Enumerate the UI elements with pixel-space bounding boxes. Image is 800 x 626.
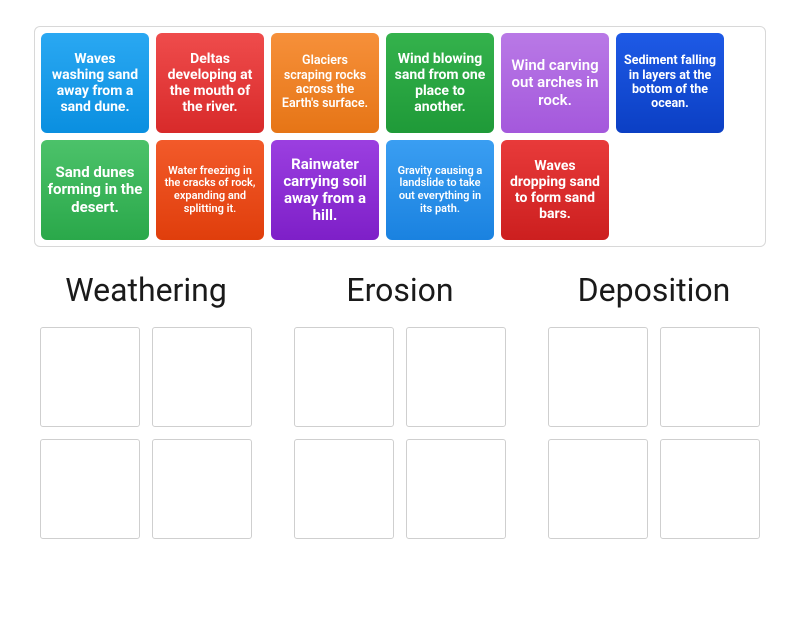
drop-slot[interactable] <box>406 439 506 539</box>
draggable-card[interactable]: Water freezing in the cracks of rock, ex… <box>156 140 264 240</box>
drop-slot[interactable] <box>152 327 252 427</box>
draggable-card[interactable]: Wind carving out arches in rock. <box>501 33 609 133</box>
slot-grid <box>294 327 506 539</box>
drop-slot[interactable] <box>294 439 394 539</box>
category-title: Deposition <box>578 271 731 309</box>
draggable-card[interactable]: Gravity causing a landslide to take out … <box>386 140 494 240</box>
drop-slot[interactable] <box>40 327 140 427</box>
draggable-card[interactable]: Sand dunes forming in the desert. <box>41 140 149 240</box>
draggable-card[interactable]: Waves washing sand away from a sand dune… <box>41 33 149 133</box>
category-title: Weathering <box>65 271 227 309</box>
draggable-card[interactable]: Deltas developing at the mouth of the ri… <box>156 33 264 133</box>
category-column: Deposition <box>542 271 766 539</box>
category-column: Erosion <box>288 271 512 539</box>
drop-slot[interactable] <box>548 327 648 427</box>
drop-slot[interactable] <box>660 327 760 427</box>
draggable-card[interactable]: Waves dropping sand to form sand bars. <box>501 140 609 240</box>
drop-slot[interactable] <box>660 439 760 539</box>
drop-slot[interactable] <box>152 439 252 539</box>
drop-slot[interactable] <box>294 327 394 427</box>
drop-slot[interactable] <box>548 439 648 539</box>
drop-slot[interactable] <box>406 327 506 427</box>
category-title: Erosion <box>346 271 453 309</box>
draggable-card[interactable]: Rainwater carrying soil away from a hill… <box>271 140 379 240</box>
draggable-card[interactable]: Sediment falling in layers at the bottom… <box>616 33 724 133</box>
category-column: Weathering <box>34 271 258 539</box>
slot-grid <box>40 327 252 539</box>
drop-slot[interactable] <box>40 439 140 539</box>
card-pool: Waves washing sand away from a sand dune… <box>34 26 766 247</box>
draggable-card[interactable]: Wind blowing sand from one place to anot… <box>386 33 494 133</box>
slot-grid <box>548 327 760 539</box>
categories-row: Weathering Erosion Deposition <box>34 271 766 539</box>
draggable-card[interactable]: Glaciers scraping rocks across the Earth… <box>271 33 379 133</box>
